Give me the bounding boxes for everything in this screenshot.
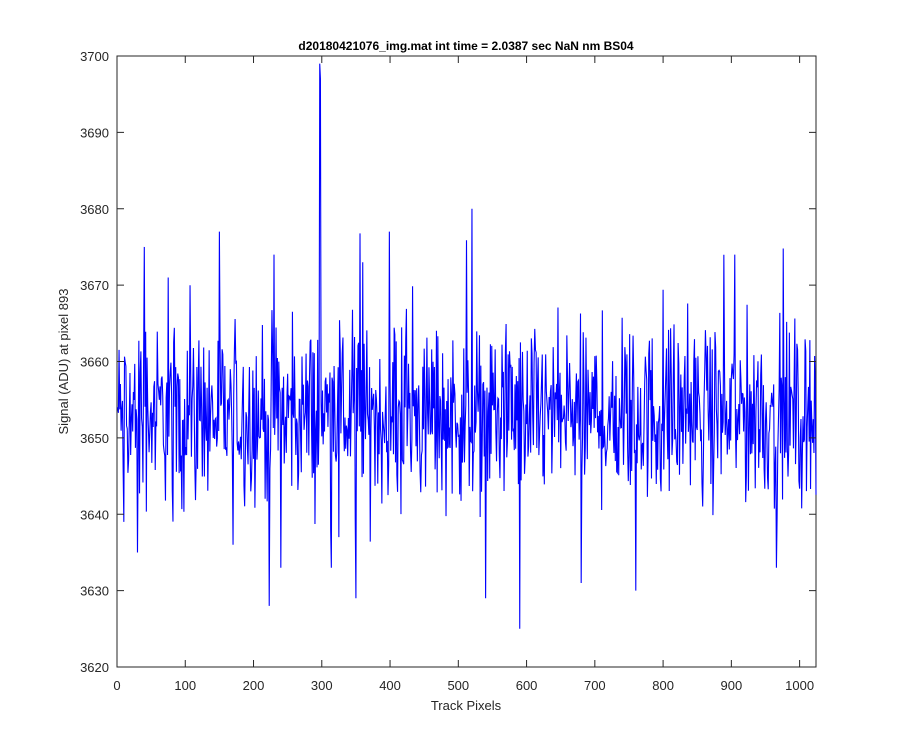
chart-title: d20180421076_img.mat int time = 2.0387 s… [298,39,634,53]
y-tick-label: 3620 [80,660,109,675]
x-tick-label: 700 [584,678,606,693]
y-tick-label: 3690 [80,125,109,140]
x-tick-label: 1000 [785,678,814,693]
x-tick-label: 300 [311,678,333,693]
y-tick-label: 3630 [80,584,109,599]
x-tick-label: 500 [447,678,469,693]
x-tick-label: 100 [174,678,196,693]
x-tick-label: 800 [652,678,674,693]
x-axis-label: Track Pixels [431,698,502,713]
series-line [117,63,817,629]
y-axis-label: Signal (ADU) at pixel 893 [56,289,71,435]
y-tick-label: 3650 [80,431,109,446]
x-tick-label: 600 [516,678,538,693]
x-tick-label: 200 [243,678,265,693]
x-tick-label: 0 [113,678,120,693]
y-tick-label: 3660 [80,355,109,370]
series-layer [117,63,817,629]
x-tick-label: 900 [721,678,743,693]
y-tick-label: 3640 [80,507,109,522]
y-tick-label: 3670 [80,278,109,293]
x-tick-label: 400 [379,678,401,693]
y-tick-label: 3700 [80,49,109,64]
ticks-layer: 0 100 200 300 400 500 600 700 800 900 1000 3620 3630… [80,49,816,693]
y-tick-label: 3680 [80,202,109,217]
